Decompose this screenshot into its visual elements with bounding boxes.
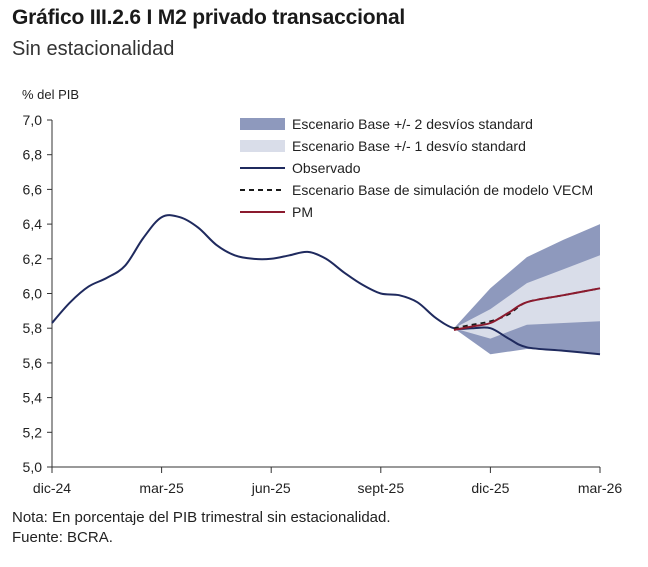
y-tick-label: 6,4 xyxy=(23,216,43,232)
y-axis-label: % del PIB xyxy=(22,87,79,102)
legend-swatch-band2 xyxy=(240,118,285,130)
y-tick-label: 5,6 xyxy=(23,355,43,371)
series-vecm xyxy=(453,287,601,330)
legend-label-band2: Escenario Base +/- 2 desvíos standard xyxy=(292,116,533,132)
x-tick-label: mar-25 xyxy=(139,480,184,496)
band-band1 xyxy=(453,255,600,339)
chart-footer: Nota: En porcentaje del PIB trimestral s… xyxy=(12,508,391,548)
y-tick-label: 6,0 xyxy=(23,286,43,302)
y-tick-label: 5,2 xyxy=(23,424,43,440)
y-tick-label: 6,2 xyxy=(23,251,43,267)
series-pm xyxy=(453,287,601,331)
y-tick-label: 6,6 xyxy=(23,181,43,197)
legend-label-pm: PM xyxy=(292,204,313,220)
x-tick-label: sept-25 xyxy=(357,480,404,496)
legend-label-band1: Escenario Base +/- 1 desvío standard xyxy=(292,138,526,154)
legend-label-observed: Observado xyxy=(292,160,361,176)
chart-title: Gráfico III.2.6 I M2 privado transaccion… xyxy=(12,6,406,29)
chart-subtitle: Sin estacionalidad xyxy=(12,38,175,60)
line-chart: % del PIB 5,0 5,2 5,4 5,6 5,8 6,0 6,2 6,4 6,6 6,8 7… xyxy=(22,87,623,496)
source: Fuente: BCRA. xyxy=(12,529,113,546)
y-tick-label: 6,8 xyxy=(23,147,43,163)
series-observed xyxy=(51,214,601,356)
x-tick-label: mar-26 xyxy=(578,480,623,496)
x-tick-label: jun-25 xyxy=(251,480,291,496)
y-tick-label: 5,0 xyxy=(23,459,43,475)
x-tick-label: dic-24 xyxy=(33,480,71,496)
y-tick-label: 5,4 xyxy=(23,390,43,406)
x-tick-label: dic-25 xyxy=(471,480,509,496)
legend-swatch-band1 xyxy=(240,140,285,152)
legend-label-vecm: Escenario Base de simulación de modelo V… xyxy=(292,182,593,198)
y-tick-label: 7,0 xyxy=(23,112,43,128)
footnote: Nota: En porcentaje del PIB trimestral s… xyxy=(12,509,391,526)
y-tick-label: 5,8 xyxy=(23,320,43,336)
